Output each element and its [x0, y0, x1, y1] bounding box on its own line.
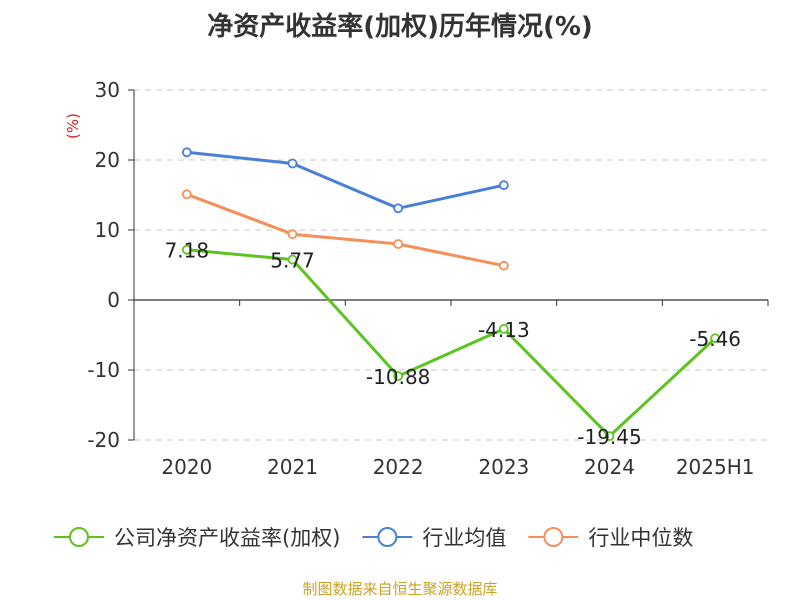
legend-marker — [69, 527, 89, 547]
x-tick-label: 2024 — [584, 455, 635, 479]
data-label: -10.88 — [366, 365, 430, 389]
data-point — [498, 324, 509, 334]
x-tick-label: 2025H1 — [676, 455, 755, 479]
axes — [128, 89, 769, 441]
y-tick-label: 30 — [95, 78, 120, 102]
x-tick-label: 2021 — [267, 455, 318, 479]
y-tick-label: 20 — [95, 148, 120, 172]
data-point — [498, 260, 509, 271]
legend-label: 行业中位数 — [588, 526, 693, 550]
legend-label: 公司净资产收益率(加权) — [114, 526, 340, 550]
y-axis-label: (%) — [64, 113, 82, 139]
x-tick-labels: 2020 2021 2022 2023 2024 2025H1 — [161, 455, 754, 479]
data-point — [393, 239, 404, 249]
data-point — [604, 431, 615, 442]
series-points — [181, 147, 721, 442]
legend-marker — [377, 527, 398, 547]
data-point — [287, 254, 298, 265]
data-point — [181, 244, 192, 255]
x-tick-label: 2022 — [373, 455, 424, 479]
legend-item-0: 公司净资产收益率(加权) — [54, 526, 340, 550]
series-lines — [186, 150, 717, 438]
data-point — [287, 158, 298, 169]
y-tick-label: 0 — [107, 288, 120, 312]
data-label: -19.45 — [577, 425, 641, 449]
data-point — [287, 229, 298, 240]
data-label: -5.46 — [689, 327, 741, 351]
x-tick-label: 2020 — [161, 455, 212, 479]
grid-lines — [134, 89, 768, 441]
data-point — [393, 203, 404, 214]
legend-item-1: 行业均值 — [362, 526, 506, 550]
series-line-1 — [186, 150, 505, 210]
data-label: -4.13 — [478, 318, 530, 342]
data-point — [710, 333, 721, 344]
data-label: 7.18 — [165, 239, 210, 263]
y-tick-label: 10 — [95, 218, 120, 242]
chart-title: 净资产收益率(加权)历年情况(%) — [207, 12, 593, 42]
legend-marker — [543, 527, 564, 547]
y-tick-labels: 30 20 10 0 -10 -20 — [87, 78, 120, 452]
series-line-0 — [186, 248, 717, 438]
legend: 公司净资产收益率(加权) 行业均值 行业中位数 — [54, 526, 693, 550]
data-point — [393, 371, 404, 382]
data-point — [181, 189, 192, 200]
legend-label: 行业均值 — [422, 526, 506, 550]
y-tick-label: -10 — [87, 358, 120, 382]
data-point — [498, 180, 509, 191]
data-labels: 7.18 5.77 -10.88 -4.13 -19.45 -5.46 — [165, 239, 741, 449]
data-source-note: 制图数据来自恒生聚源数据库 — [302, 580, 498, 598]
legend-item-2: 行业中位数 — [528, 526, 693, 550]
data-label: 5.77 — [270, 249, 315, 273]
y-tick-label: -20 — [87, 428, 120, 452]
series-line-2 — [186, 192, 505, 268]
data-point — [181, 147, 192, 158]
x-tick-label: 2023 — [478, 455, 529, 479]
